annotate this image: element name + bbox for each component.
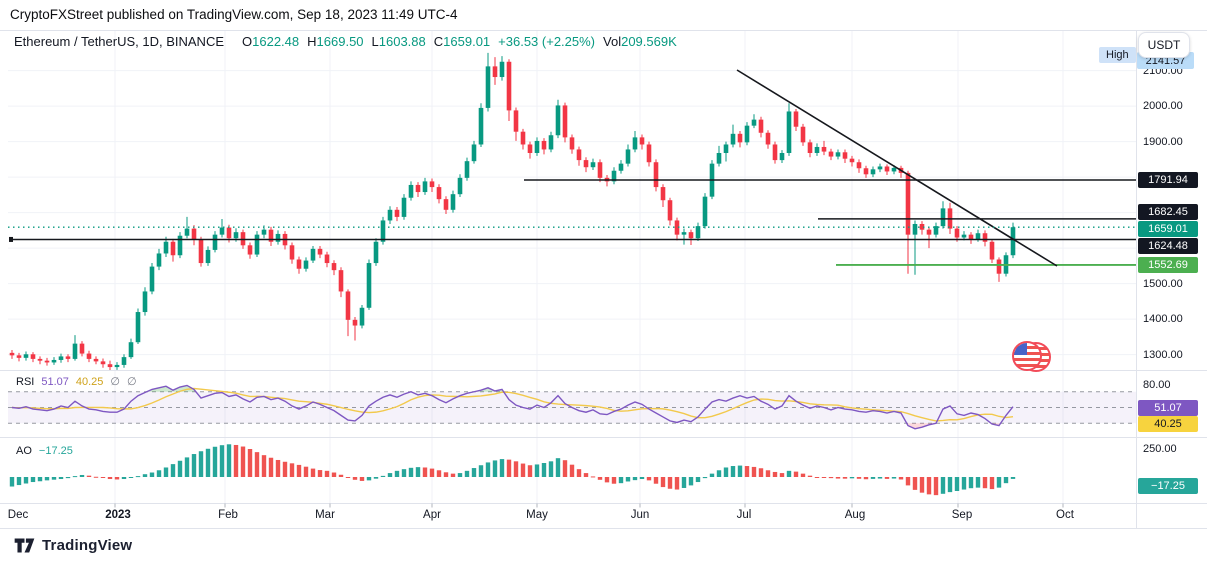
ao-indicator-legend[interactable]: AO −17.25 [16,445,73,457]
close-value: 1659.01 [443,34,491,49]
publisher-note: CryptoFXStreet published on TradingView.… [10,7,458,22]
scale-tick: 1300.00 [1143,349,1183,361]
us-flag-front-circle [1012,341,1042,371]
time-axis-label: Aug [844,509,866,521]
rsi-indicator-legend[interactable]: RSI 51.07 40.25 ∅ ∅ [16,375,137,388]
time-axis-label: Apr [423,509,441,521]
ao-label: AO [16,445,32,457]
high-label: H [307,34,317,49]
price-badge: 1552.69 [1138,257,1198,273]
price-scale[interactable]: 2141.57 USDT 2100.00 2000.00 1900.00 1500.0… [1137,30,1207,528]
symbol-title[interactable]: Ethereum / TetherUS, 1D, BINANCE [14,34,225,49]
time-axis-label: 2023 [105,509,131,521]
us-flag-canton [1014,343,1027,355]
price-badge: 1682.45 [1138,204,1198,220]
scale-tick: 250.00 [1143,443,1177,455]
time-axis-label: Dec [7,509,29,521]
tradingview-logo-icon [14,538,35,553]
scale-tick: 1900.00 [1143,136,1183,148]
high-price-label: High [1099,47,1136,63]
scale-tick: 80.00 [1143,379,1171,391]
price-badge: 1659.01 [1138,221,1198,237]
ao-value: −17.25 [38,445,73,457]
change-value: +36.53 (+2.25%) [498,34,596,49]
time-axis-label: Jun [630,509,650,521]
time-axis[interactable]: Dec 2023 Feb Mar Apr May Jun Jul Aug Sep Oct [0,503,1136,528]
high-value: 1669.50 [316,34,364,49]
footer: TradingView [14,537,132,554]
symbol-legend[interactable]: Ethereum / TetherUS, 1D, BINANCE O1622.48… [14,34,677,49]
currency-toggle-button[interactable]: USDT [1138,32,1190,58]
us-flag-event-icon[interactable] [1012,341,1054,373]
open-label: O [242,34,253,49]
scale-tick: 2000.00 [1143,100,1183,112]
scale-tick: 1400.00 [1143,313,1183,325]
volume-value: 209.569K [621,34,677,49]
volume-label: Vol [603,34,622,49]
rsi-ma-value: 40.25 [75,376,104,388]
open-value: 1622.48 [252,34,300,49]
rsi-value: 51.07 [41,376,69,388]
time-axis-label: Feb [218,509,238,521]
low-label: L [371,34,379,49]
price-badge: 1791.94 [1138,172,1198,188]
price-badge: 40.25 [1138,416,1198,432]
close-label: C [433,34,444,49]
price-badge: 1624.48 [1138,238,1198,254]
rsi-label: RSI [16,376,35,388]
price-badge: 51.07 [1138,400,1198,416]
tradingview-brand: TradingView [42,537,133,554]
time-axis-label: May [526,509,548,521]
time-axis-label: Jul [736,509,752,521]
time-axis-label: Sep [951,509,973,521]
scale-tick: 1500.00 [1143,278,1183,290]
rsi-hidden-value-1: ∅ [110,376,120,388]
price-badge: −17.25 [1138,478,1198,494]
rsi-hidden-value-2: ∅ [127,376,137,388]
low-value: 1603.88 [378,34,426,49]
time-axis-label: Oct [1056,509,1074,521]
time-axis-label: Mar [315,509,335,521]
